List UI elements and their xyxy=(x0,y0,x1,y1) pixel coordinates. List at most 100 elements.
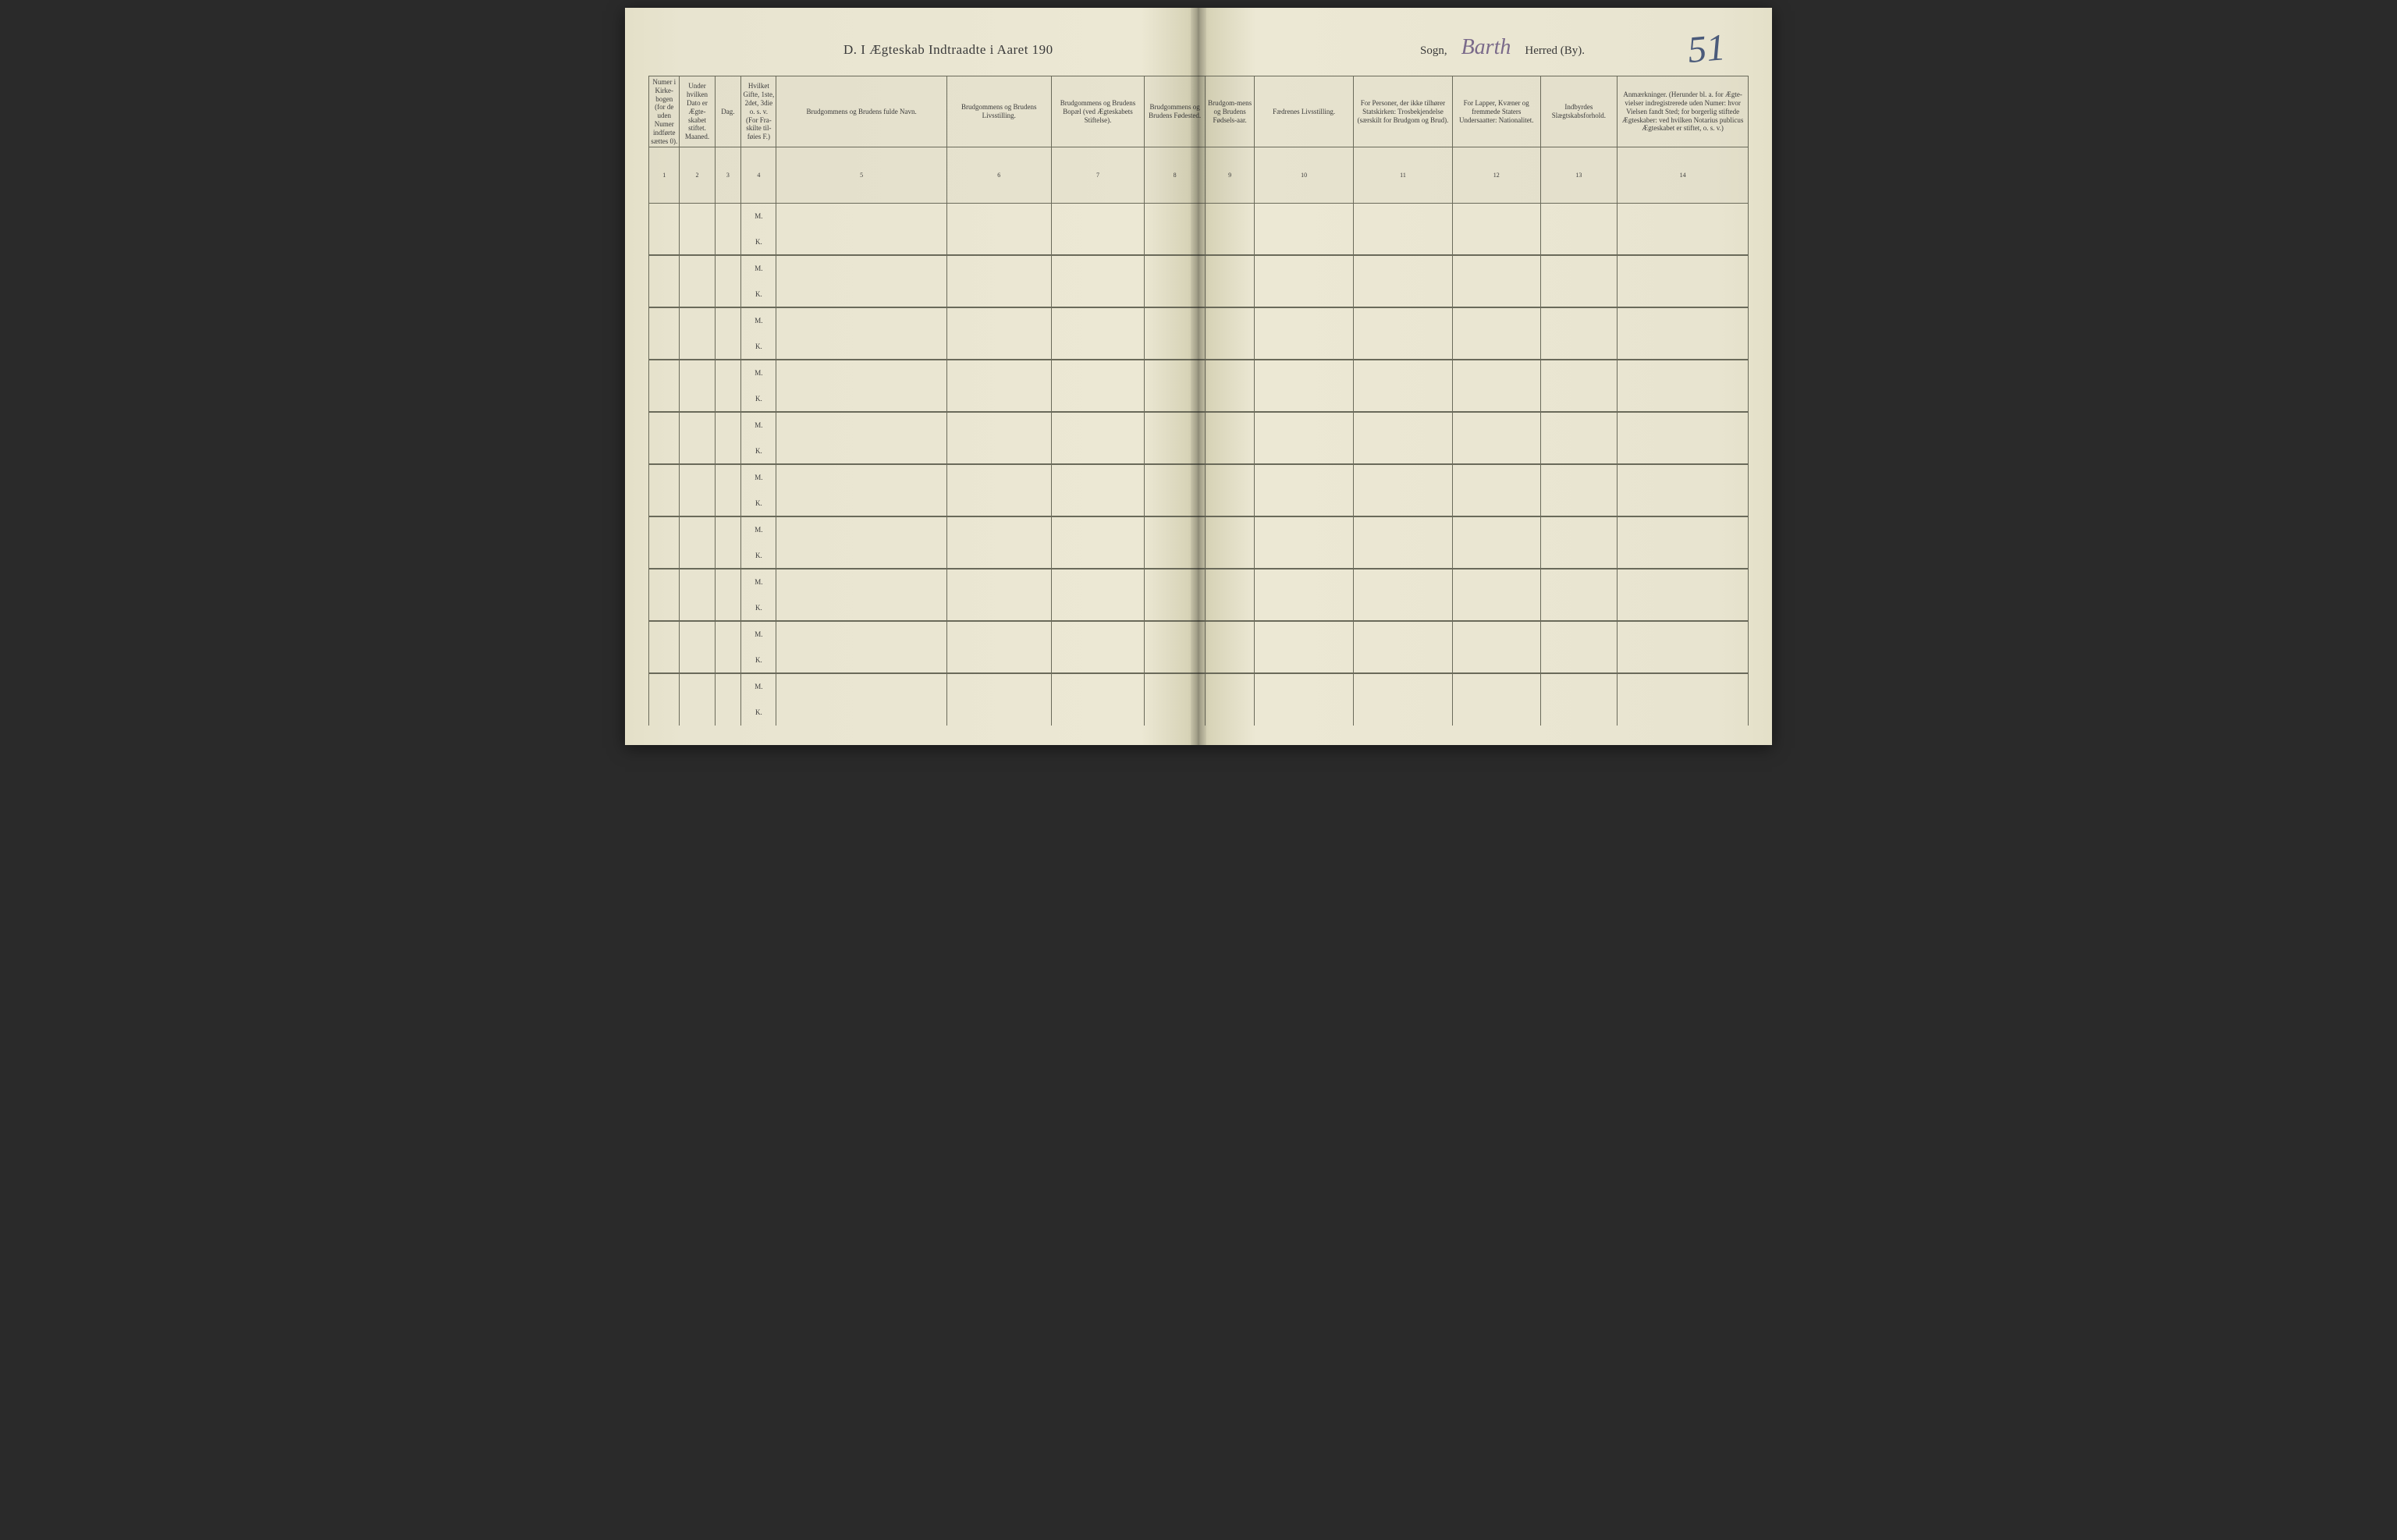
cell xyxy=(1452,465,1540,491)
column-number-11: 11 xyxy=(1354,147,1453,204)
column-header-2: Under hvilken Dato er Ægte-skabet stifte… xyxy=(680,76,715,147)
cell xyxy=(1618,438,1749,464)
cell xyxy=(680,308,715,334)
cell xyxy=(776,438,946,464)
cell xyxy=(715,204,741,229)
herred-handwritten: Barth xyxy=(1454,35,1519,60)
table-row: K. xyxy=(649,491,1749,516)
cell xyxy=(715,491,741,516)
cell xyxy=(1540,570,1618,595)
cell xyxy=(946,413,1051,438)
cell: M. xyxy=(741,413,776,438)
title-main: D. I Ægteskab Indtraadte i Aaret 190 xyxy=(843,42,1053,58)
cell xyxy=(680,413,715,438)
cell xyxy=(649,413,680,438)
cell: K. xyxy=(741,229,776,255)
cell xyxy=(1205,674,1254,700)
cell xyxy=(946,648,1051,673)
cell: M. xyxy=(741,674,776,700)
cell xyxy=(715,282,741,307)
cell xyxy=(1145,595,1205,621)
cell xyxy=(649,595,680,621)
cell xyxy=(649,204,680,229)
cell xyxy=(1452,622,1540,648)
cell xyxy=(649,570,680,595)
cell xyxy=(1618,700,1749,726)
cell: K. xyxy=(741,543,776,569)
column-header-6: Brudgommens og Brudens Livsstilling. xyxy=(946,76,1051,147)
column-number-14: 14 xyxy=(1618,147,1749,204)
cell xyxy=(1051,648,1145,673)
cell xyxy=(776,256,946,282)
cell xyxy=(1452,256,1540,282)
cell xyxy=(1255,413,1354,438)
cell xyxy=(776,491,946,516)
cell xyxy=(680,386,715,412)
cell xyxy=(1205,334,1254,360)
cell xyxy=(1145,622,1205,648)
cell xyxy=(1145,491,1205,516)
cell xyxy=(1051,700,1145,726)
table-header-row: Numer i Kirke-bogen (for de uden Numer i… xyxy=(649,76,1749,147)
cell xyxy=(1618,308,1749,334)
cell: M. xyxy=(741,622,776,648)
table-row: M. xyxy=(649,517,1749,543)
cell xyxy=(1051,360,1145,386)
cell xyxy=(1145,229,1205,255)
cell xyxy=(1540,674,1618,700)
cell xyxy=(680,229,715,255)
column-header-5: Brudgommens og Brudens fulde Navn. xyxy=(776,76,946,147)
column-header-11: For Personer, der ikke tilhører Statskir… xyxy=(1354,76,1453,147)
cell xyxy=(1540,491,1618,516)
cell xyxy=(1618,229,1749,255)
cell xyxy=(1618,386,1749,412)
cell xyxy=(946,700,1051,726)
cell xyxy=(1255,674,1354,700)
cell xyxy=(1354,491,1453,516)
cell xyxy=(1618,204,1749,229)
column-header-1: Numer i Kirke-bogen (for de uden Numer i… xyxy=(649,76,680,147)
cell xyxy=(649,700,680,726)
cell xyxy=(649,622,680,648)
cell xyxy=(680,674,715,700)
cell xyxy=(1354,308,1453,334)
cell xyxy=(715,256,741,282)
table-row: K. xyxy=(649,229,1749,255)
column-number-8: 8 xyxy=(1145,147,1205,204)
table-row: K. xyxy=(649,648,1749,673)
cell xyxy=(1255,700,1354,726)
cell xyxy=(715,517,741,543)
cell xyxy=(680,204,715,229)
cell xyxy=(946,465,1051,491)
column-header-3: Dag. xyxy=(715,76,741,147)
cell xyxy=(776,517,946,543)
cell xyxy=(1452,517,1540,543)
cell xyxy=(1452,334,1540,360)
cell xyxy=(1354,622,1453,648)
cell xyxy=(1255,308,1354,334)
cell xyxy=(715,386,741,412)
column-number-7: 7 xyxy=(1051,147,1145,204)
cell xyxy=(1354,386,1453,412)
cell xyxy=(776,648,946,673)
column-header-4: Hvilket Gifte, 1ste, 2det, 3die o. s. v.… xyxy=(741,76,776,147)
cell xyxy=(1540,595,1618,621)
cell xyxy=(680,570,715,595)
cell xyxy=(1452,570,1540,595)
cell: M. xyxy=(741,256,776,282)
cell xyxy=(1540,413,1618,438)
cell xyxy=(1205,386,1254,412)
cell xyxy=(1354,674,1453,700)
cell xyxy=(1452,543,1540,569)
cell xyxy=(1354,570,1453,595)
cell xyxy=(1051,413,1145,438)
cell xyxy=(1145,570,1205,595)
cell xyxy=(1205,700,1254,726)
cell xyxy=(1145,674,1205,700)
cell xyxy=(649,386,680,412)
cell xyxy=(1255,386,1354,412)
cell xyxy=(946,256,1051,282)
cell xyxy=(1354,282,1453,307)
title-location: Sogn, Barth Herred (By). xyxy=(1420,35,1585,60)
column-number-9: 9 xyxy=(1205,147,1254,204)
